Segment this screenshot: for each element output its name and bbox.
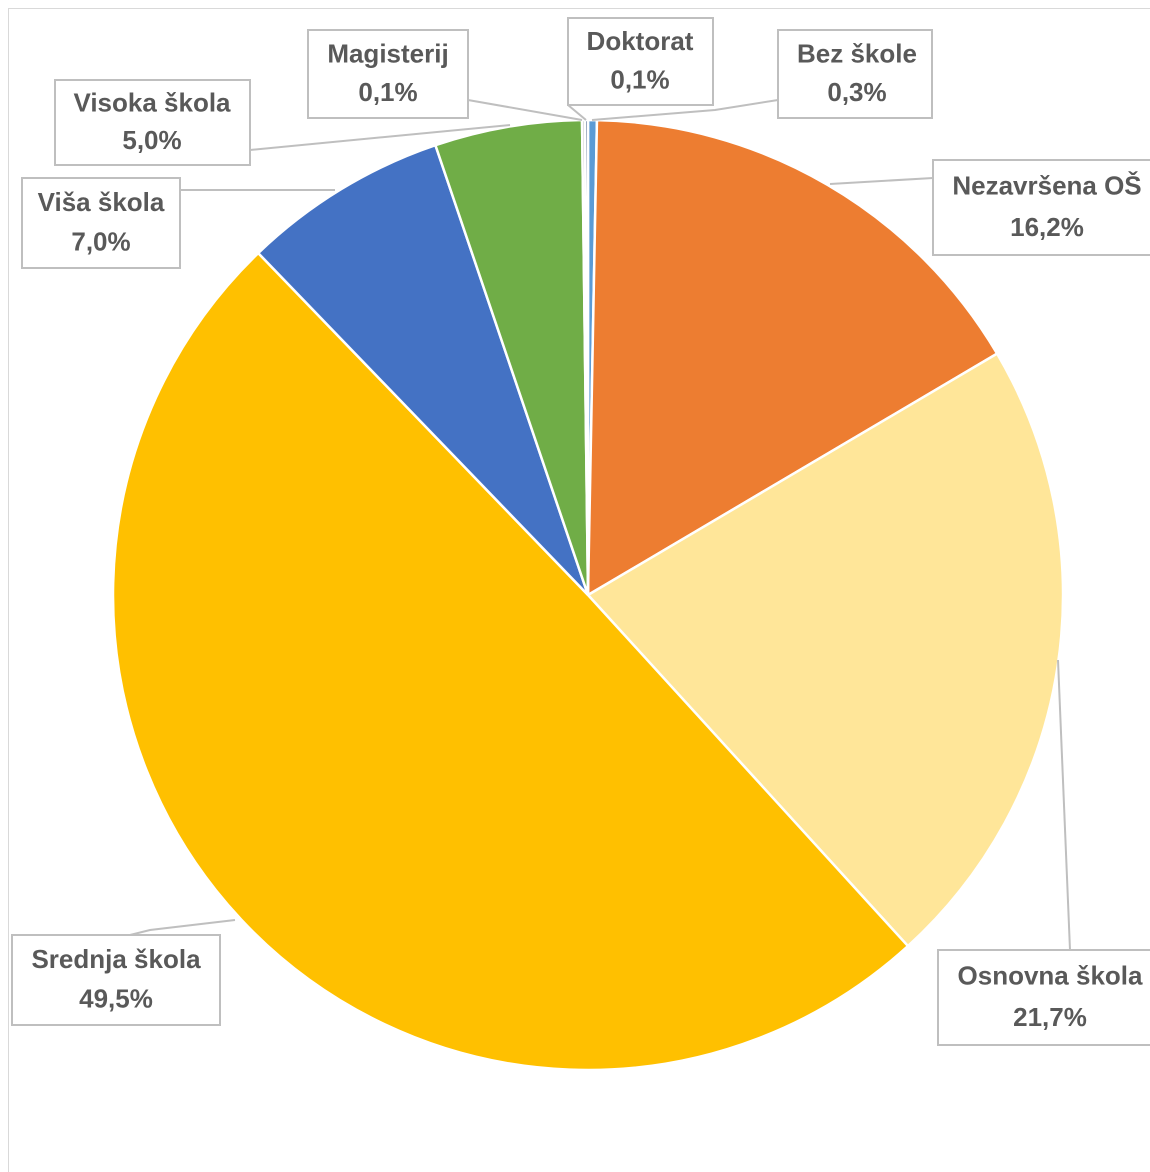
labels: Bez škole 0,3% Nezavršena OŠ 16,2% Osnovna š… — [11, 17, 1150, 1046]
slice-label: Magisterij — [327, 38, 448, 68]
pie-slice — [111, 251, 910, 1072]
slice-label: Bez škole — [797, 38, 917, 68]
pie-slice — [256, 143, 590, 596]
leader-line — [829, 177, 934, 185]
value-label: 0,1% — [610, 64, 669, 94]
value-label: 49,5% — [79, 984, 153, 1014]
label-box — [932, 159, 1150, 256]
value-label: 21,7% — [1013, 1002, 1087, 1032]
slice-label: Osnovna škola — [958, 960, 1143, 990]
leader-line — [467, 99, 583, 121]
value-label: 5,0% — [122, 125, 181, 155]
label-box — [777, 29, 933, 119]
label-box — [21, 177, 181, 269]
leader-line — [1057, 659, 1071, 951]
leader-line — [249, 124, 511, 151]
slice-label: Doktorat — [587, 26, 694, 56]
slice-label: Viša škola — [38, 187, 165, 217]
leader-line — [129, 919, 236, 936]
pie-slice — [586, 118, 999, 598]
slice-label: Nezavršena OŠ — [952, 170, 1141, 200]
value-label: 0,1% — [358, 77, 417, 107]
slice-label: Visoka škola — [73, 88, 231, 118]
leader-line — [591, 99, 779, 121]
label-box — [11, 934, 221, 1026]
label-box — [567, 17, 714, 106]
label-box — [307, 29, 469, 119]
value-label: 0,3% — [827, 77, 886, 107]
slices — [111, 118, 1065, 1072]
label-box — [937, 949, 1150, 1046]
value-label: 16,2% — [1010, 212, 1084, 242]
value-label: 7,0% — [71, 227, 130, 257]
leader-line — [567, 104, 587, 121]
slice-label: Srednja škola — [31, 944, 201, 974]
label-box — [54, 79, 251, 166]
